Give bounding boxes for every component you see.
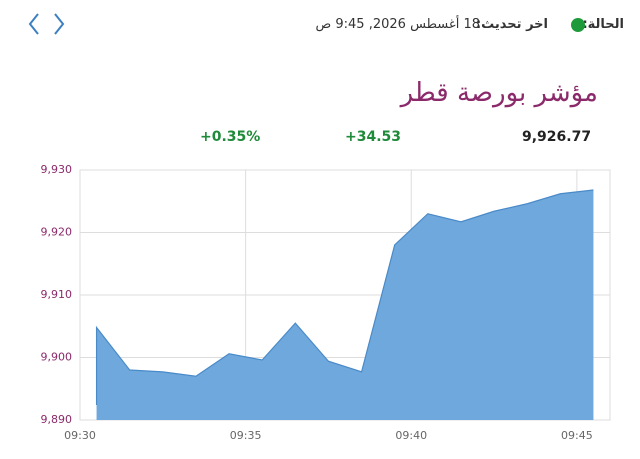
updated-time: 18 أغسطس 2026, 9:45 ص (315, 17, 480, 32)
updated-label: اخر تحديث: (475, 17, 548, 32)
prev-arrow[interactable] (28, 13, 39, 35)
y-tick-label: 9,920 (41, 226, 73, 239)
y-tick-label: 9,890 (41, 413, 73, 426)
x-tick-label: 09:30 (64, 429, 96, 442)
line (95, 189, 594, 405)
y-tick-label: 9,900 (41, 351, 73, 364)
x-tick-label: 09:45 (561, 429, 593, 442)
last-value: 9,926.77 (522, 129, 592, 145)
change: +34.53 (345, 129, 402, 145)
y-tick-label: 9,930 (41, 163, 73, 176)
status-label: الحالة: (582, 17, 624, 32)
x-tick-label: 09:35 (230, 429, 262, 442)
nav-arrows[interactable] (20, 6, 80, 46)
status-dot (571, 18, 585, 32)
next-arrow[interactable] (54, 13, 65, 35)
x-tick-label: 09:40 (395, 429, 427, 442)
y-tick-label: 9,910 (41, 288, 73, 301)
area (96, 190, 594, 420)
change-percent: +0.35% (200, 129, 261, 145)
page-title: مؤشر بورصة قطر (400, 78, 598, 108)
